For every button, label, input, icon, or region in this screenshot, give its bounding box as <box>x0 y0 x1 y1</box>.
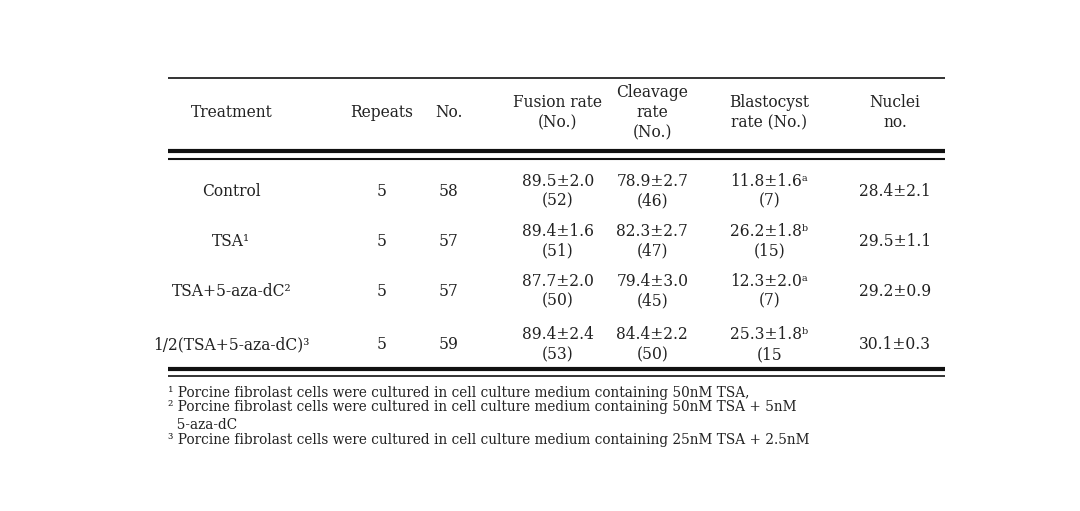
Text: 89.4±1.6
(51): 89.4±1.6 (51) <box>522 223 594 260</box>
Text: 5: 5 <box>377 283 387 300</box>
Text: 5: 5 <box>377 336 387 353</box>
Text: Nuclei
no.: Nuclei no. <box>869 94 920 131</box>
Text: 30.1±0.3: 30.1±0.3 <box>859 336 931 353</box>
Text: Repeats: Repeats <box>351 104 414 121</box>
Text: 5: 5 <box>377 233 387 250</box>
Text: 25.3±1.8ᵇ
(15: 25.3±1.8ᵇ (15 <box>730 327 809 363</box>
Text: ³ Porcine fibrolast cells were cultured in cell culture medium containing 25nM T: ³ Porcine fibrolast cells were cultured … <box>168 433 810 447</box>
Text: 87.7±2.0
(50): 87.7±2.0 (50) <box>522 273 594 310</box>
Text: ² Porcine fibrolast cells were cultured in cell culture medium containing 50nM T: ² Porcine fibrolast cells were cultured … <box>168 400 797 432</box>
Text: Treatment: Treatment <box>190 104 272 121</box>
Text: 59: 59 <box>438 336 459 353</box>
Text: Fusion rate
(No.): Fusion rate (No.) <box>513 94 603 131</box>
Text: 89.5±2.0
(52): 89.5±2.0 (52) <box>522 173 594 210</box>
Text: 1/2(TSA+5-aza-dC)³: 1/2(TSA+5-aza-dC)³ <box>153 336 310 353</box>
Text: 11.8±1.6ᵃ
(7): 11.8±1.6ᵃ (7) <box>730 173 809 210</box>
Text: 78.9±2.7
(46): 78.9±2.7 (46) <box>617 173 688 210</box>
Text: 82.3±2.7
(47): 82.3±2.7 (47) <box>617 223 688 260</box>
Text: 12.3±2.0ᵃ
(7): 12.3±2.0ᵃ (7) <box>730 273 809 310</box>
Text: Blastocyst
rate (No.): Blastocyst rate (No.) <box>729 94 809 131</box>
Text: Cleavage
rate
(No.): Cleavage rate (No.) <box>617 84 688 141</box>
Text: 5: 5 <box>377 182 387 200</box>
Text: ¹ Porcine fibrolast cells were cultured in cell culture medium containing 50nM T: ¹ Porcine fibrolast cells were cultured … <box>168 386 750 400</box>
Text: 79.4±3.0
(45): 79.4±3.0 (45) <box>617 273 688 310</box>
Text: 29.2±0.9: 29.2±0.9 <box>859 283 931 300</box>
Text: TSA¹: TSA¹ <box>212 233 251 250</box>
Text: 89.4±2.4
(53): 89.4±2.4 (53) <box>522 327 594 363</box>
Text: No.: No. <box>435 104 462 121</box>
Text: TSA+5-aza-dC²: TSA+5-aza-dC² <box>172 283 292 300</box>
Text: 58: 58 <box>438 182 459 200</box>
Text: 26.2±1.8ᵇ
(15): 26.2±1.8ᵇ (15) <box>730 223 809 260</box>
Text: 57: 57 <box>438 233 459 250</box>
Text: 29.5±1.1: 29.5±1.1 <box>859 233 931 250</box>
Text: Control: Control <box>202 182 260 200</box>
Text: 84.4±2.2
(50): 84.4±2.2 (50) <box>617 327 688 363</box>
Text: 57: 57 <box>438 283 459 300</box>
Text: 28.4±2.1: 28.4±2.1 <box>859 182 931 200</box>
